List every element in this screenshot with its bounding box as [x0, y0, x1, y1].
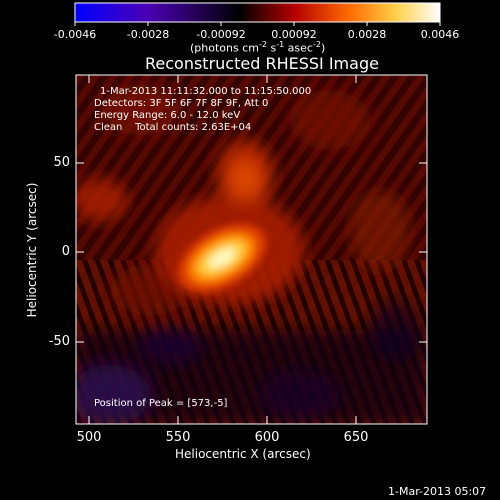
time-range-label: 1-Mar-2013 11:11:32.000 to 11:15:50.000: [100, 86, 312, 97]
colorbar-tick: -0.0046: [53, 28, 97, 41]
colorbar-tick: 0.00092: [271, 28, 317, 41]
plot-title: Reconstructed RHESSI Image: [145, 54, 379, 73]
detectors-label: Detectors: 3F 5F 6F 7F 8F 9F, Att 0: [94, 98, 269, 109]
x-tick-label: 650: [343, 430, 369, 445]
colorbar-tick: -0.0028: [126, 28, 170, 41]
x-tick-label: 500: [76, 430, 102, 445]
y-tick-label: 50: [53, 155, 70, 170]
colorbar-tick: 0.0028: [347, 28, 387, 41]
y-tick-label: 0: [61, 244, 70, 259]
energy-label: Energy Range: 6.0 - 12.0 keV: [94, 110, 241, 121]
y-tick-label: -50: [48, 334, 70, 349]
timestamp-label: 1-Mar-2013 05:07: [388, 485, 487, 498]
colorbar-units: (photons cm-2 s-1 asec-2): [190, 40, 326, 55]
colorbar: [74, 2, 441, 26]
peak-position-label: Position of Peak = [573,-5]: [94, 398, 228, 409]
x-tick-label: 550: [165, 430, 191, 445]
colorbar-tick: -0.00092: [196, 28, 246, 41]
clean-label: Clean Total counts: 2.63E+04: [94, 122, 252, 133]
colorbar-tick: 0.0046: [420, 28, 460, 41]
x-tick-label: 600: [254, 430, 280, 445]
y-axis-label: Heliocentric Y (arcsec): [25, 182, 39, 318]
x-axis-label: Heliocentric X (arcsec): [175, 447, 311, 461]
